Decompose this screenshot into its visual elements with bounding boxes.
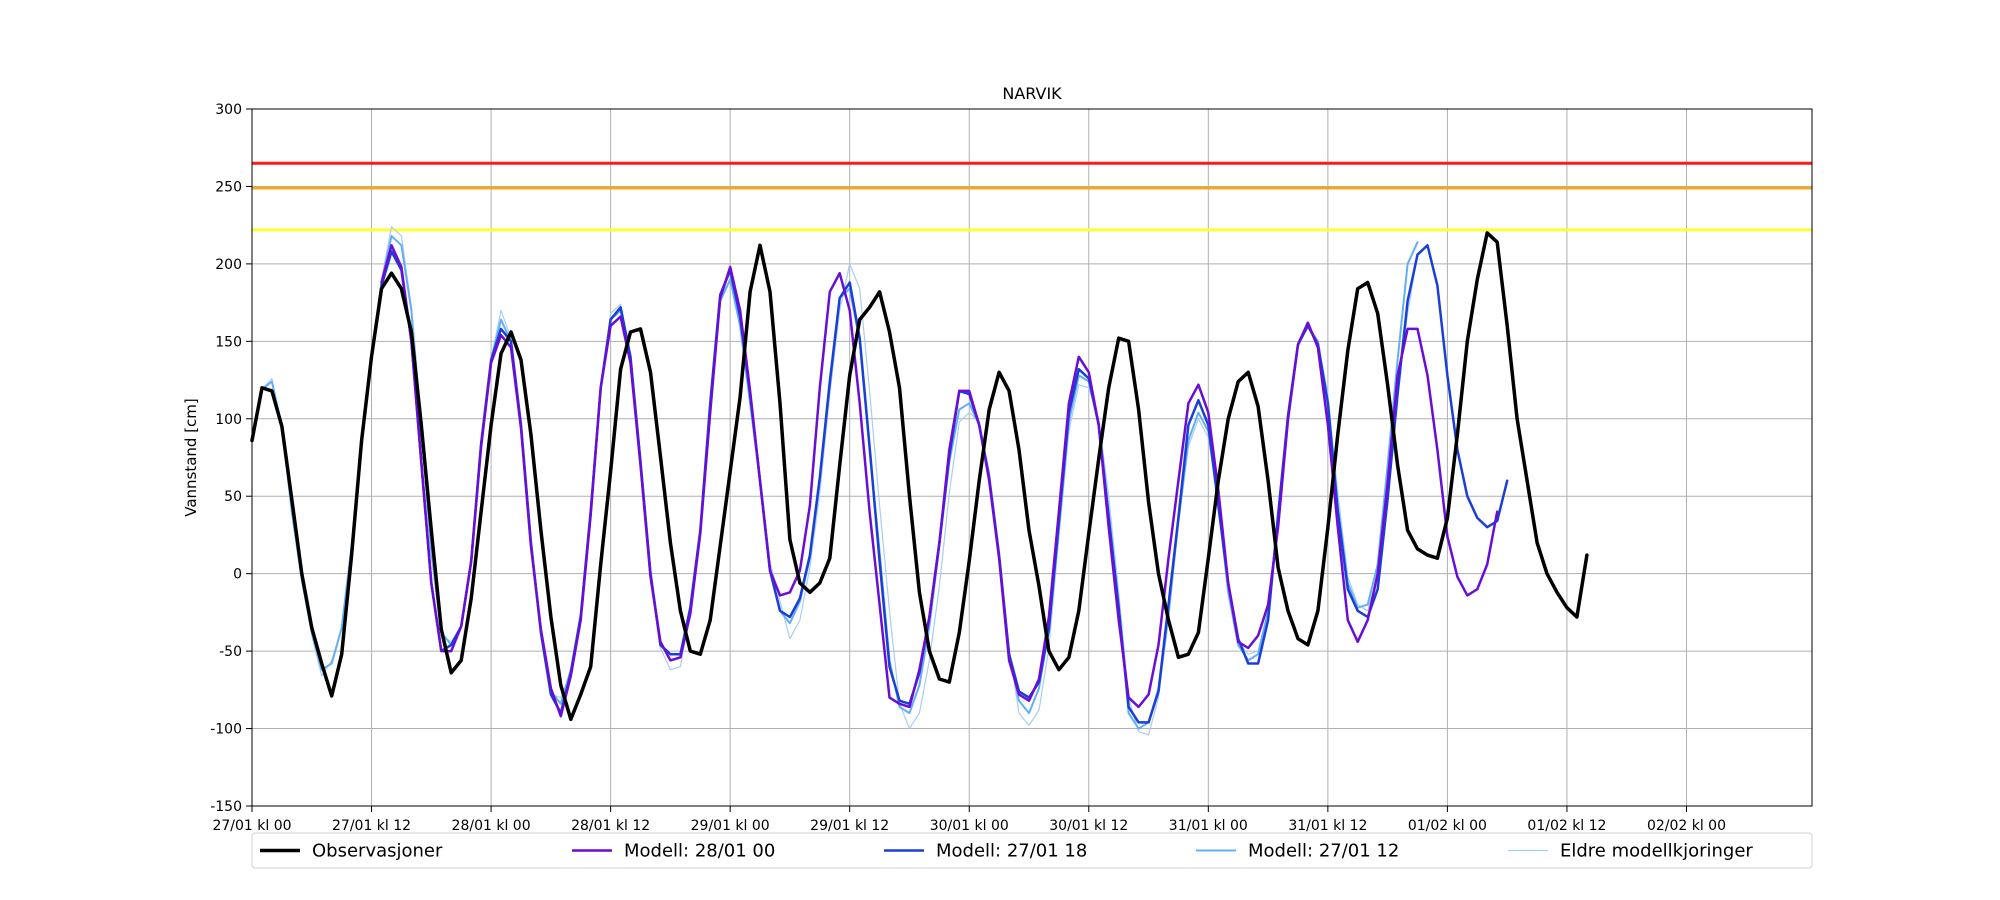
x-tick-label: 28/01 kl 00 bbox=[452, 818, 531, 834]
legend-label: Modell: 28/01 00 bbox=[624, 841, 775, 862]
y-axis-label: Vannstand [cm] bbox=[182, 398, 200, 517]
legend-label: Eldre modellkjoringer bbox=[1560, 841, 1753, 862]
x-tick-label: 30/01 kl 12 bbox=[1049, 818, 1128, 834]
y-tick-label: 250 bbox=[215, 179, 242, 195]
x-tick-label: 30/01 kl 00 bbox=[930, 818, 1009, 834]
x-axis-ticks: 27/01 kl 00 27/01 kl 12 28/01 kl 00 28/01 k… bbox=[212, 806, 1726, 834]
x-tick-label: 01/02 kl 00 bbox=[1408, 818, 1487, 834]
series-lines bbox=[250, 226, 1589, 736]
y-tick-label: 100 bbox=[215, 412, 242, 428]
chart-title: NARVIK bbox=[1002, 84, 1062, 103]
x-tick-label: 27/01 kl 12 bbox=[332, 818, 411, 834]
x-tick-label: 02/02 kl 00 bbox=[1647, 818, 1726, 834]
legend-box bbox=[251, 832, 1813, 869]
y-tick-label: 150 bbox=[215, 334, 242, 350]
y-tick-label: -100 bbox=[210, 722, 242, 738]
legend-label: Modell: 27/01 12 bbox=[1248, 841, 1399, 862]
y-tick-label: -150 bbox=[210, 799, 242, 815]
y-tick-label: 300 bbox=[215, 102, 242, 118]
x-tick-label: 31/01 kl 00 bbox=[1169, 818, 1248, 834]
legend-label: Observasjoner bbox=[312, 841, 443, 862]
plot-frame bbox=[251, 108, 1813, 807]
legend-label: Modell: 27/01 18 bbox=[936, 841, 1087, 862]
legend: Observasjoner Modell: 28/01 00 Modell: 27/… bbox=[251, 832, 1813, 869]
x-tick-label: 31/01 kl 12 bbox=[1288, 818, 1367, 834]
x-tick-label: 01/02 kl 12 bbox=[1527, 818, 1606, 834]
y-tick-label: 200 bbox=[215, 257, 242, 273]
y-tick-label: 0 bbox=[233, 567, 242, 583]
series-line bbox=[380, 244, 1499, 718]
x-tick-label: 29/01 kl 00 bbox=[691, 818, 770, 834]
x-tick-label: 27/01 kl 00 bbox=[212, 818, 291, 834]
y-tick-label: 50 bbox=[224, 489, 242, 505]
x-tick-label: 29/01 kl 12 bbox=[810, 818, 889, 834]
threshold-lines bbox=[252, 161, 1812, 232]
x-tick-label: 28/01 kl 12 bbox=[571, 818, 650, 834]
y-tick-label: -50 bbox=[219, 644, 242, 660]
series-line bbox=[250, 231, 1589, 722]
y-axis-ticks: -150 -100 -50 0 50 100 150 200 250 300 bbox=[210, 102, 252, 815]
